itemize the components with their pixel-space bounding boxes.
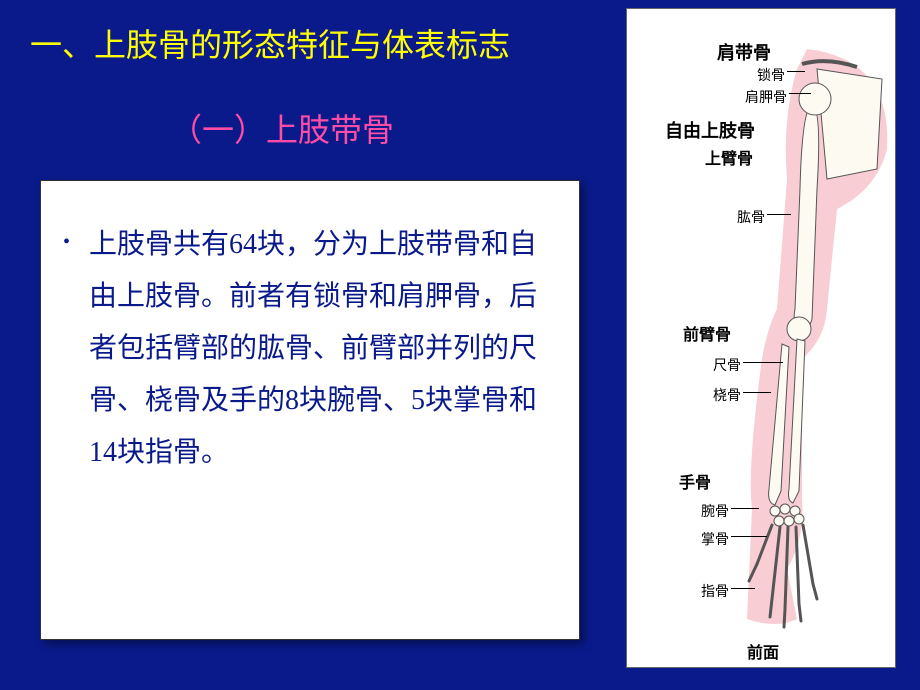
diagram-label-clavicle: 锁骨: [757, 65, 785, 85]
diagram-pointer-line: [731, 508, 759, 509]
anatomy-diagram: 肩带骨锁骨肩胛骨自由上肢骨上臂骨肱骨前臂骨尺骨桡骨手骨腕骨掌骨指骨前面: [626, 8, 896, 668]
diagram-pointer-line: [767, 214, 791, 215]
diagram-label-forearm_bone: 前臂骨: [683, 321, 731, 345]
diagram-label-metacarpal: 掌骨: [701, 529, 729, 549]
diagram-label-anterior: 前面: [747, 639, 779, 663]
diagram-label-radius: 桡骨: [713, 385, 741, 405]
scapula-shape: [817, 69, 882, 179]
diagram-pointer-line: [731, 536, 767, 537]
diagram-label-scapula: 肩胛骨: [745, 87, 787, 107]
slide-title: 一、上肢骨的形态特征与体表标志: [30, 20, 510, 66]
slide-subtitle: （一）上肢带骨: [170, 105, 394, 151]
bullet-icon: •: [63, 231, 70, 254]
body-text-box: • 上肢骨共有64块，分为上肢带骨和自由上肢骨。前者有锁骨和肩胛骨，后者包括臂部…: [40, 180, 580, 640]
diagram-label-humerus: 肱骨: [737, 207, 765, 227]
diagram-label-shoulder_girdle: 肩带骨: [717, 39, 771, 65]
arm-skeleton-svg: [627, 9, 897, 669]
humeral-head: [799, 83, 831, 115]
diagram-pointer-line: [743, 392, 771, 393]
diagram-pointer-line: [731, 588, 755, 589]
diagram-label-upper_arm_bone: 上臂骨: [705, 145, 753, 169]
elbow-joint: [787, 317, 811, 341]
diagram-label-free_upper_limb: 自由上肢骨: [665, 117, 755, 143]
diagram-pointer-line: [787, 71, 805, 72]
diagram-label-phalanges: 指骨: [701, 581, 729, 601]
diagram-label-carpal: 腕骨: [701, 501, 729, 521]
diagram-label-hand_bone: 手骨: [679, 469, 711, 493]
body-text: 上肢骨共有64块，分为上肢带骨和自由上肢骨。前者有锁骨和肩胛骨，后者包括臂部的肱…: [89, 219, 549, 479]
diagram-pointer-line: [743, 362, 783, 363]
diagram-pointer-line: [789, 93, 811, 94]
diagram-label-ulna: 尺骨: [713, 355, 741, 375]
